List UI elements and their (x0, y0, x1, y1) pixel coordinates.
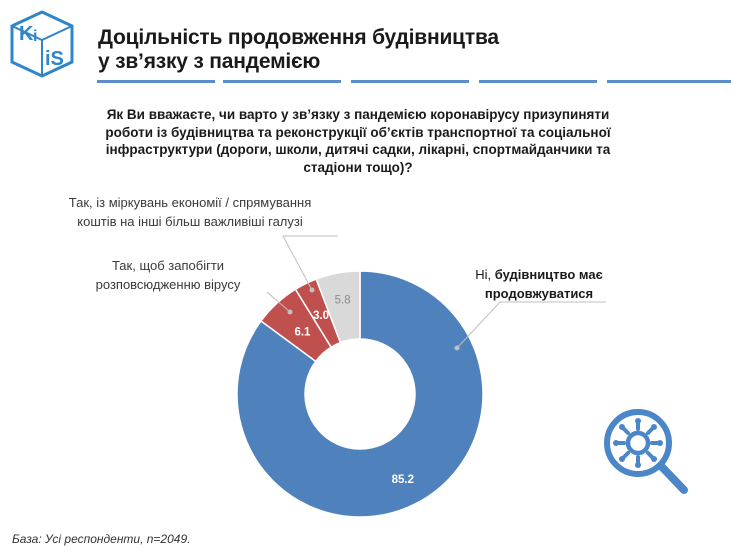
label-virus: Так, щоб запобігти розповсюдженню вірусу (70, 256, 266, 294)
slice-value-label-0: 85.2 (392, 474, 414, 486)
leader-line-continue (456, 301, 606, 349)
leader-dot-continue (454, 345, 460, 351)
label-economy-line-1: Так, із міркувань економії / спрямування (68, 195, 312, 210)
title-line-1: Доцільність продовження будівництва (98, 26, 499, 49)
virus-search-icon (604, 409, 688, 494)
question-line-1: Як Ви вважаєте, чи варто у зв’язку з пан… (106, 107, 610, 122)
leader-dot-economy (309, 287, 315, 293)
label-economy-line-2: коштів на інші більш важливіші галузі (77, 214, 303, 229)
label-virus-line-2: розповсюдженню вірусу (95, 277, 241, 292)
question-line-2: роботи із будівництва та реконструкції о… (105, 124, 611, 140)
label-continue-line-1: Ні, будівництво має (448, 265, 630, 284)
logo-text-k: K (19, 23, 34, 45)
donut-slice-3 (315, 270, 361, 344)
footnote: База: Усі респонденти, n=2049. (12, 532, 191, 546)
donut-slice-0 (236, 270, 484, 518)
label-continue: Ні, будівництво має продовжуватися (448, 265, 630, 303)
slice-value-label-2: 3.0 (313, 310, 329, 322)
leader-dot-virus (287, 309, 293, 315)
leader-lines (266, 235, 606, 351)
question-line-3: інфраструктури (дороги, школи, дитячі са… (105, 142, 611, 157)
slice-value-label-1: 6.1 (294, 326, 311, 338)
survey-question: Як Ви вважаєте, чи варто у зв’язку з пан… (62, 106, 654, 176)
label-virus-line-1: Так, щоб запобігти (111, 258, 225, 273)
donut-slices (236, 270, 484, 518)
value-labels: 85.2 6.13.0 5.8 (294, 295, 414, 486)
label-continue-bold-2: продовжуватися (484, 286, 594, 301)
leader-line-virus (266, 291, 291, 313)
logo-text-i: i (33, 28, 37, 45)
label-continue-prefix: Ні, (475, 267, 495, 282)
logo-text-is: iS (45, 48, 64, 70)
slice-value-label-3: 5.8 (335, 295, 351, 307)
logo-icon: K i iS (10, 10, 74, 78)
label-economy: Так, із міркувань економії / спрямування… (32, 193, 348, 231)
header-rule (97, 80, 731, 83)
title-line-2: у зв’язку з пандемією (98, 50, 321, 73)
question-line-4: стадіони тощо)? (303, 159, 413, 175)
page-title: Доцільність продовження будівництва у зв… (98, 26, 499, 74)
leader-line-economy (282, 235, 338, 291)
label-continue-bold-1: будівництво має (494, 267, 603, 282)
